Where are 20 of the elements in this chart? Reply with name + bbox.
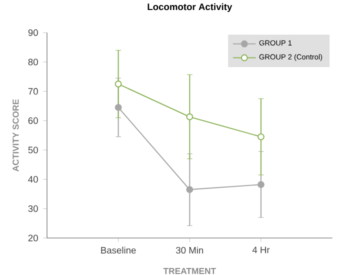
y-tick-label: 40	[28, 176, 38, 183]
y-tick-label: 70	[28, 88, 38, 95]
x-axis-title: TREATMENT	[163, 268, 216, 274]
y-tick-label: 90	[28, 29, 38, 36]
point	[258, 181, 264, 188]
y-tick-label: 50	[28, 146, 38, 154]
point	[186, 113, 194, 120]
point	[186, 186, 194, 194]
point	[114, 80, 122, 88]
point	[258, 133, 264, 140]
x-tick-label: 30 Min	[176, 246, 204, 254]
y-tick-label: 60	[28, 117, 38, 124]
y-tick-label: 30	[28, 205, 38, 212]
y-tick-label: 80	[28, 58, 38, 66]
chart-title: Locomotor Activity	[148, 3, 232, 12]
point	[114, 104, 122, 111]
y-axis-title: ACTIVITY SCORE	[12, 99, 19, 172]
x-tick-label: 4 Hr	[252, 246, 270, 254]
y-tick-label: 20	[28, 234, 38, 242]
x-tick-label: Baseline	[101, 246, 136, 254]
